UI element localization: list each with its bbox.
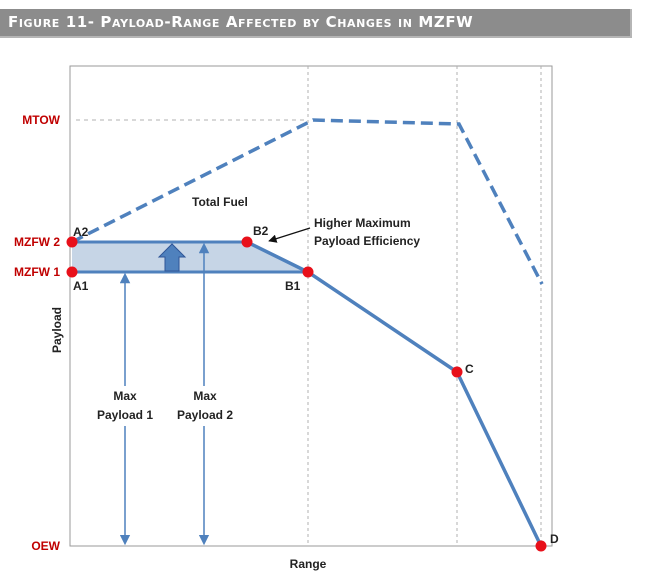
callout-line2: Payload Efficiency: [314, 234, 420, 248]
label-b1: B1: [285, 279, 301, 293]
max-payload1-line2: Payload 1: [97, 408, 153, 422]
payload-range-curve: [246, 240, 543, 547]
mzfw-increase-region: [72, 242, 308, 272]
y-axis-label: Payload: [50, 307, 64, 353]
callout-arrow: [268, 227, 311, 243]
point-d: [535, 540, 547, 552]
max-payload1-line1: Max: [113, 389, 137, 403]
total-fuel-line: [71, 118, 544, 285]
tick-label-mzfw1: MZFW 1: [14, 265, 60, 279]
increase-arrow-icon: [157, 243, 187, 272]
max-payload2-line2: Payload 2: [177, 408, 233, 422]
label-a2: A2: [73, 225, 89, 239]
plot-frame: [69, 65, 553, 547]
point-c: [451, 366, 463, 378]
label-d: D: [550, 532, 559, 546]
tick-label-mzfw2: MZFW 2: [14, 235, 60, 249]
total-fuel-label: Total Fuel: [192, 195, 248, 209]
x-axis-label: Range: [290, 557, 327, 571]
label-c: C: [465, 362, 474, 376]
figure-header: Figure 11- Payload-Range Affected by Cha…: [0, 9, 632, 38]
figure-title: Figure 11- Payload-Range Affected by Cha…: [8, 13, 474, 31]
label-a1: A1: [73, 279, 89, 293]
label-bg: [92, 386, 162, 426]
tick-label-mtow: MTOW: [22, 113, 60, 127]
point-b2: [241, 236, 253, 248]
point-b1: [302, 266, 314, 278]
tick-label-oew: OEW: [31, 539, 60, 553]
point-a1: [66, 266, 78, 278]
label-bg: [170, 386, 242, 426]
point-a2: [66, 236, 78, 248]
max-payload2-line1: Max: [193, 389, 217, 403]
label-b2: B2: [253, 224, 269, 238]
callout-line1: Higher Maximum: [314, 216, 411, 230]
